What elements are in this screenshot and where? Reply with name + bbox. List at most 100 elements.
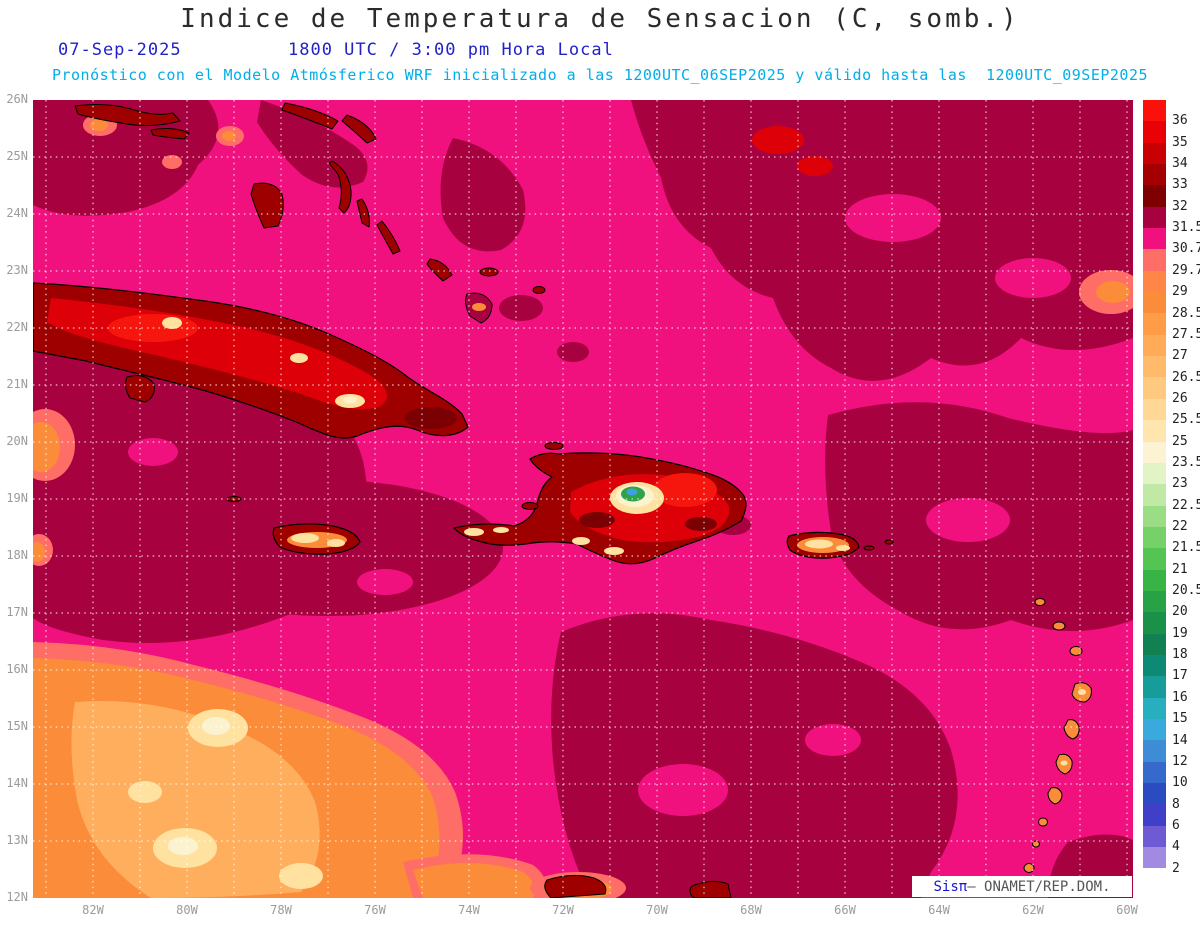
island-grand-bahama xyxy=(281,102,339,130)
colorbar-segment xyxy=(1143,462,1166,485)
colorbar-segment xyxy=(1143,847,1166,869)
guadeloupe-hot-spot xyxy=(1078,689,1086,695)
cuba-warm-spot-2 xyxy=(290,353,308,363)
island-cat xyxy=(356,198,370,228)
sea-patch-west-1 xyxy=(128,438,178,466)
colorbar-label: 26.5 xyxy=(1172,369,1200,385)
lon-label: 66W xyxy=(834,903,856,917)
colorbar-label: 25.5 xyxy=(1172,412,1200,428)
island-turks xyxy=(532,286,546,294)
warm-spot-keys xyxy=(162,155,182,169)
valid-date: 07-Sep-2025 xyxy=(58,40,182,60)
grid-lines xyxy=(33,100,1133,898)
lon-label: 62W xyxy=(1022,903,1044,917)
colorbar-label: 28.5 xyxy=(1172,305,1200,321)
colorbar-segment xyxy=(1143,526,1166,549)
hot-spot-cream-3 xyxy=(279,863,323,889)
island-crooked xyxy=(426,258,453,282)
lat-label: 24N xyxy=(6,206,28,220)
lat-label: 23N xyxy=(6,263,28,277)
island-andros xyxy=(250,182,284,229)
colorbar-segment xyxy=(1143,292,1166,314)
colorbar-segment xyxy=(1143,505,1166,527)
warm-patch-small-2 xyxy=(557,342,589,362)
colorbar-label: 14 xyxy=(1172,732,1188,748)
colorbar-label: 20 xyxy=(1172,604,1188,620)
island-stlucia xyxy=(1047,787,1063,805)
watermark-brand: Sisπ xyxy=(933,878,968,895)
colorbar-segment xyxy=(1143,804,1166,826)
colorbar-label: 8 xyxy=(1172,796,1180,812)
lat-label: 14N xyxy=(6,776,28,790)
island-stmartin xyxy=(1034,598,1046,606)
colorbar-segment xyxy=(1143,676,1166,698)
colorbar-segment xyxy=(1143,740,1166,762)
colorbar-label: 12 xyxy=(1172,753,1188,769)
sea-patch-west-2 xyxy=(357,569,413,595)
warm-spot-west-edge-2-core xyxy=(29,542,45,562)
martinique-hot-spot xyxy=(1060,760,1068,766)
island-stvincent xyxy=(1038,817,1048,827)
hot-sea-patch-1 xyxy=(752,126,804,154)
colorbar-label: 32 xyxy=(1172,198,1188,214)
lon-label: 82W xyxy=(82,903,104,917)
colorbar-label: 18 xyxy=(1172,647,1188,663)
island-abaco xyxy=(341,114,377,144)
warm-patch-small-1 xyxy=(499,295,543,321)
colorbar-segment xyxy=(1143,228,1166,250)
colorbar-label: 36 xyxy=(1172,113,1188,129)
island-vieques xyxy=(863,545,875,551)
island-dominica xyxy=(1063,719,1080,740)
watermark-org: – ONAMET/REP.DOM. xyxy=(967,878,1111,895)
hot-region-tongue xyxy=(413,862,535,898)
colorbar-label: 10 xyxy=(1172,775,1188,791)
colorbar-segment xyxy=(1143,590,1166,613)
colorbar-segment xyxy=(1143,121,1166,143)
lon-label: 60W xyxy=(1116,903,1138,917)
sea-patch-ne-1 xyxy=(845,194,941,242)
colorbar-label: 23.5 xyxy=(1172,454,1200,470)
lat-label: 17N xyxy=(6,605,28,619)
jamaica-hot-spot-1 xyxy=(291,533,319,543)
florida-keys xyxy=(74,104,181,127)
colorbar-segment xyxy=(1143,761,1166,783)
lat-label: 22N xyxy=(6,320,28,334)
island-juventud xyxy=(125,375,155,403)
lat-label: 15N xyxy=(6,719,28,733)
colorbar-segment xyxy=(1143,377,1166,399)
colorbar-label: 31.5 xyxy=(1172,220,1200,236)
colorbar-segment xyxy=(1143,697,1166,719)
hot-region-light xyxy=(71,701,320,898)
island-tortuga xyxy=(544,442,564,450)
jamaica-hot-spot-2 xyxy=(327,539,345,547)
colorbar-label: 25 xyxy=(1172,433,1188,449)
colorbar-segment xyxy=(1143,249,1166,271)
island-virgin xyxy=(884,539,894,545)
colorbar-label: 27 xyxy=(1172,348,1188,364)
colorbar-segment xyxy=(1143,356,1166,378)
island-grenada xyxy=(1023,863,1035,873)
colorbar-segment xyxy=(1143,718,1166,741)
hot-spot-pale-2 xyxy=(168,837,198,855)
sea-patch-e-1 xyxy=(926,498,1010,542)
colorbar-label: 15 xyxy=(1172,711,1188,727)
lon-label: 74W xyxy=(458,903,480,917)
colorbar-segment xyxy=(1143,270,1166,293)
florida-keys-2 xyxy=(150,128,190,140)
lon-label: 78W xyxy=(270,903,292,917)
warm-region-bahamas-1 xyxy=(257,100,368,188)
island-mayaguana xyxy=(479,267,499,277)
island-stkitts xyxy=(1052,621,1066,631)
heat-index-map xyxy=(15,100,1143,904)
colorbar xyxy=(1143,100,1166,890)
hispaniola-dark-1 xyxy=(579,512,615,528)
lat-label: 26N xyxy=(6,92,28,106)
island-gonave xyxy=(521,502,539,510)
colorbar-label: 30.7 xyxy=(1172,241,1200,257)
colorbar-segment xyxy=(1143,633,1166,655)
lon-label: 76W xyxy=(364,903,386,917)
colorbar-segment xyxy=(1143,142,1166,165)
colorbar-label: 22.5 xyxy=(1172,497,1200,513)
colorbar-segment xyxy=(1143,484,1166,506)
